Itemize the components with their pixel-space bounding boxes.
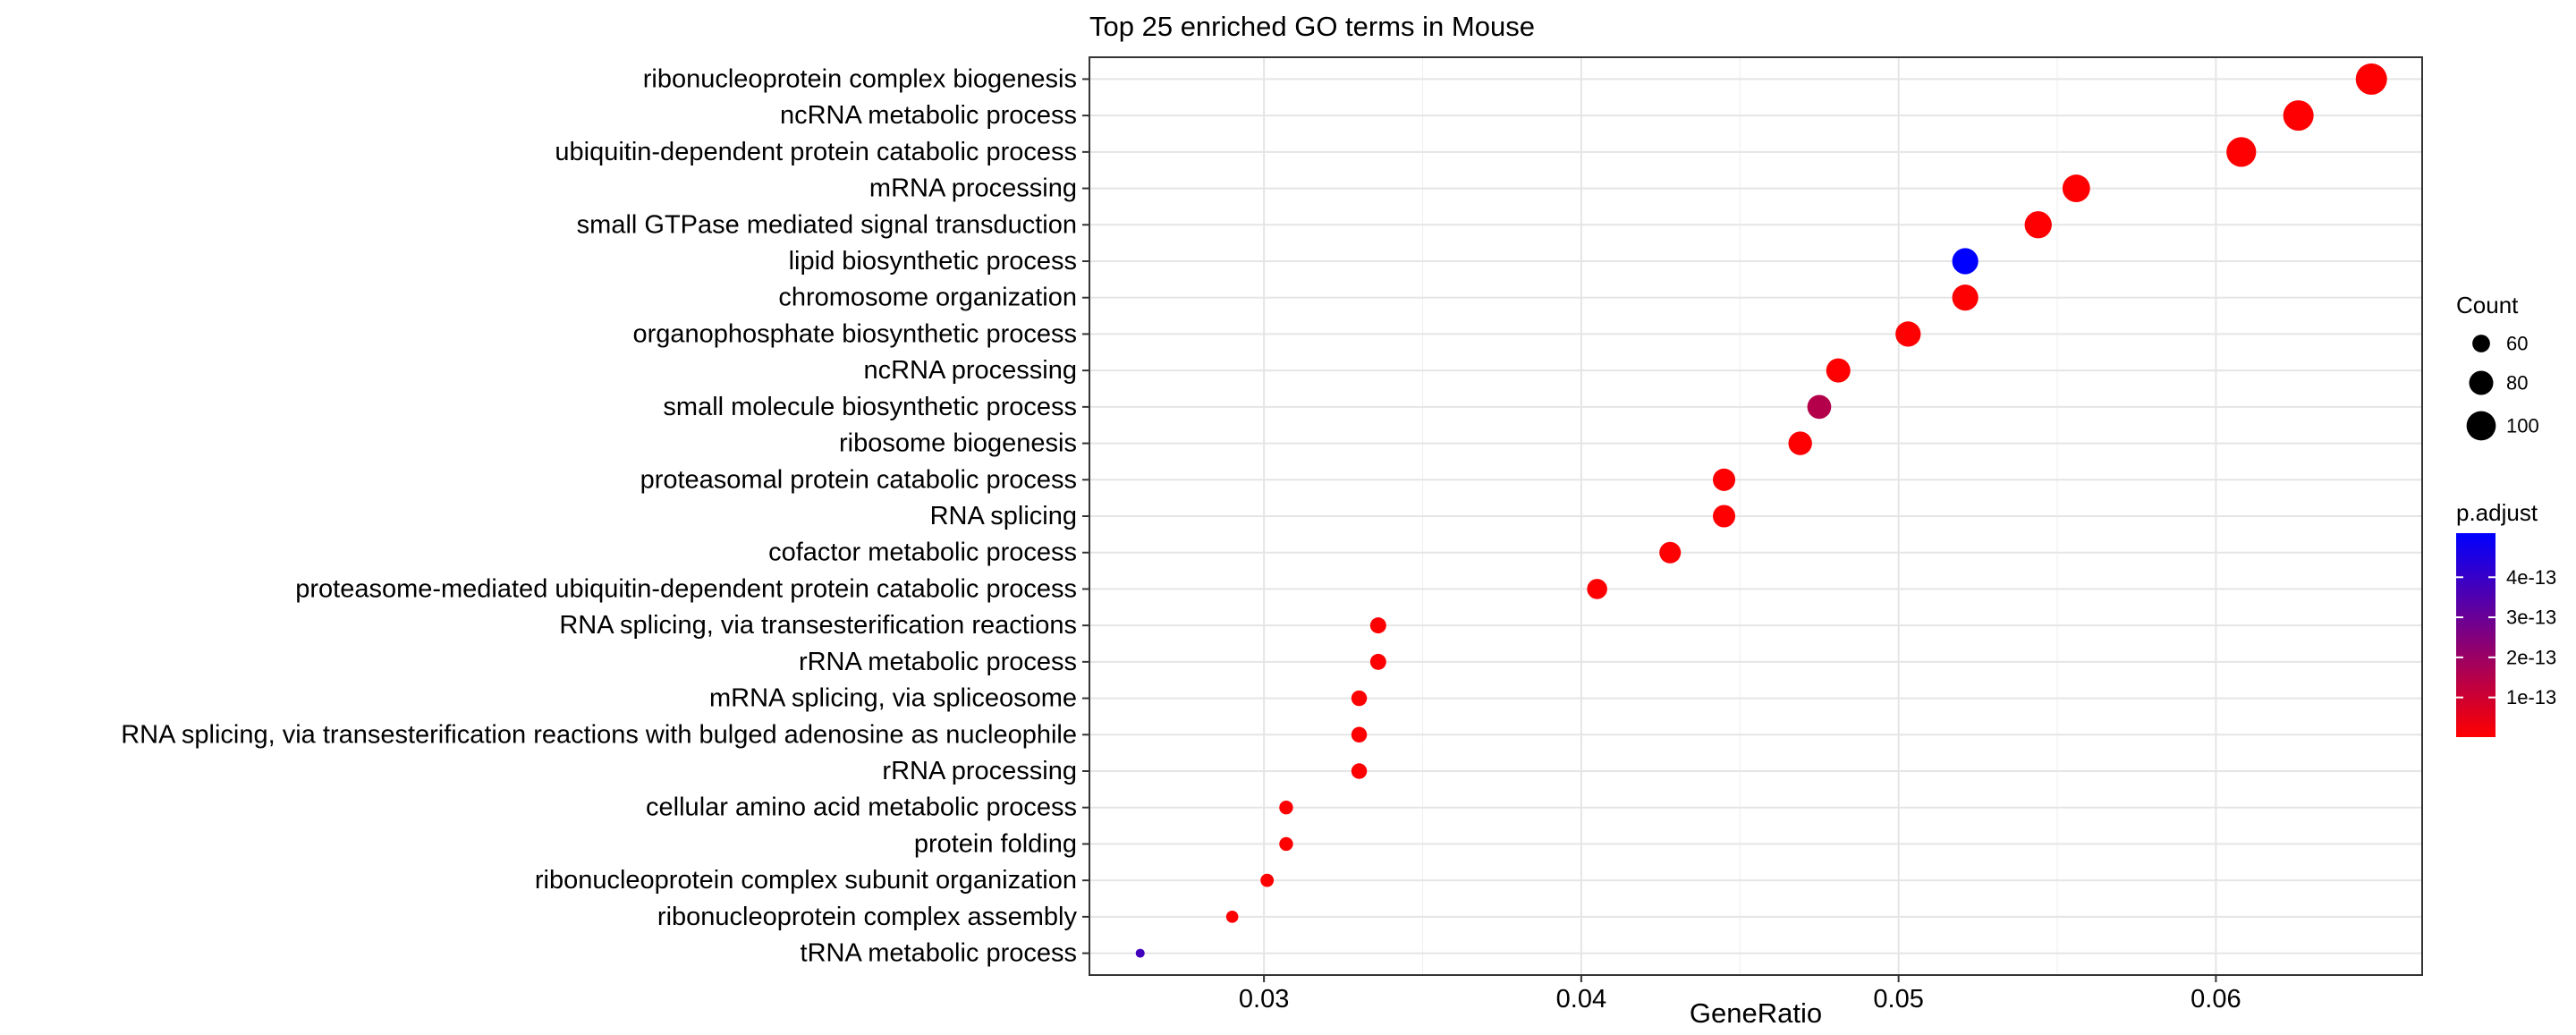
data-point — [2062, 174, 2090, 203]
y-tick-label: ubiquitin-dependent protein catabolic pr… — [555, 138, 1077, 166]
data-points — [1135, 63, 2387, 958]
y-tick-label: ribonucleoprotein complex subunit organi… — [535, 866, 1077, 895]
size-legend-label: 60 — [2506, 333, 2528, 355]
data-point — [1712, 505, 1736, 528]
y-tick-label: organophosphate biosynthetic process — [632, 319, 1077, 348]
y-tick-label: ncRNA processing — [863, 356, 1077, 385]
y-tick-label: protein folding — [914, 829, 1077, 858]
y-tick-label: cofactor metabolic process — [768, 539, 1077, 567]
x-tick-label: 0.06 — [2190, 985, 2241, 1014]
size-legend-label: 80 — [2506, 372, 2528, 394]
data-point — [2024, 211, 2052, 239]
color-legend-label: 1e-13 — [2506, 686, 2556, 708]
color-legend-title: p.adjust — [2456, 499, 2538, 526]
data-point — [1659, 541, 1682, 564]
y-tick-label: small GTPase mediated signal transductio… — [577, 210, 1077, 239]
y-tick-label: ribonucleoprotein complex assembly — [657, 903, 1078, 931]
y-tick-label: RNA splicing, via transesterification re… — [559, 611, 1077, 640]
data-point — [1260, 873, 1275, 887]
data-point — [2226, 137, 2257, 167]
data-point — [1135, 948, 1145, 958]
data-point — [1952, 284, 1979, 311]
data-point — [1587, 579, 1607, 599]
data-point — [1826, 358, 1851, 383]
y-tick-label: cellular amino acid metabolic process — [646, 793, 1077, 822]
y-tick-label: lipid biosynthetic process — [789, 247, 1077, 276]
size-legend-title: Count — [2456, 292, 2519, 318]
x-axis-title: GeneRatio — [1690, 997, 1822, 1029]
y-tick-label: rRNA processing — [882, 757, 1077, 785]
data-point — [1369, 617, 1386, 634]
x-tick-label: 0.03 — [1239, 985, 1289, 1014]
color-legend-label: 2e-13 — [2506, 646, 2556, 668]
data-point — [1895, 321, 1921, 347]
size-legend-key — [2469, 370, 2494, 395]
color-legend-bar — [2456, 533, 2496, 737]
y-axis: ribonucleoprotein complex biogenesis ncRN… — [121, 64, 1089, 968]
y-tick-label: mRNA processing — [869, 174, 1077, 203]
y-tick-label: RNA splicing — [930, 502, 1077, 530]
data-point — [1369, 653, 1386, 670]
y-tick-label: ribosome biogenesis — [839, 429, 1077, 458]
data-point — [1225, 911, 1239, 923]
size-legend-label: 100 — [2506, 415, 2539, 437]
chart-title: Top 25 enriched GO terms in Mouse — [1089, 11, 1535, 42]
color-legend-label: 4e-13 — [2506, 566, 2556, 589]
y-tick-label: ribonucleoprotein complex biogenesis — [643, 64, 1077, 93]
data-point — [1712, 468, 1736, 491]
y-tick-label: tRNA metabolic process — [801, 939, 1077, 968]
data-point — [2283, 100, 2314, 131]
data-point — [1279, 836, 1293, 852]
data-point — [2355, 63, 2387, 95]
y-tick-label: chromosome organization — [778, 284, 1077, 312]
data-point — [1351, 763, 1368, 779]
data-point — [1351, 726, 1368, 743]
x-axis: 0.03 0.04 0.05 0.06 — [1239, 975, 2241, 1014]
data-point — [1788, 431, 1812, 455]
data-point — [1807, 394, 1832, 420]
y-tick-label: proteasome-mediated ubiquitin-dependent … — [295, 574, 1077, 603]
color-legend-label: 3e-13 — [2506, 607, 2556, 629]
y-tick-label: ncRNA metabolic process — [780, 101, 1077, 130]
size-legend-key — [2472, 335, 2490, 352]
y-tick-label: small molecule biosynthetic process — [663, 393, 1077, 421]
y-tick-label: mRNA splicing, via spliceosome — [709, 684, 1077, 713]
size-legend-key — [2466, 411, 2496, 441]
y-tick-label: proteasomal protein catabolic process — [640, 465, 1077, 494]
data-point — [1279, 801, 1293, 815]
x-tick-label: 0.05 — [1873, 985, 1923, 1014]
x-tick-label: 0.04 — [1556, 985, 1606, 1014]
y-tick-label: RNA splicing, via transesterification re… — [121, 720, 1077, 749]
data-point — [1952, 248, 1979, 275]
grid-lines — [1089, 57, 2422, 975]
legend: Count 60 80 100 p.adjust 1e-13 2e-13 3e-13 4e-13 — [2456, 292, 2556, 737]
data-point — [1351, 690, 1368, 707]
y-tick-label: rRNA metabolic process — [799, 648, 1077, 676]
